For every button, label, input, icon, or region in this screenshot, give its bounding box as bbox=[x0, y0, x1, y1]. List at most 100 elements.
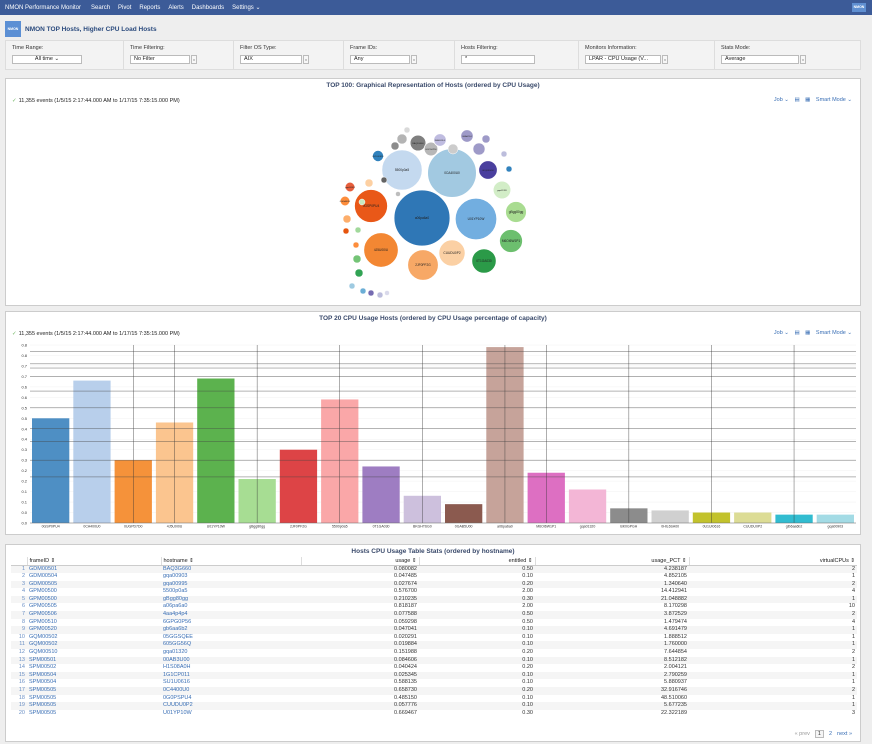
bubble[interactable] bbox=[384, 290, 390, 296]
table-row[interactable]: 5 GPM00500 gBgg80gg 0.210235 0.30 21.048882 1 bbox=[11, 595, 857, 604]
bubble[interactable] bbox=[354, 226, 362, 234]
bubble[interactable] bbox=[393, 189, 451, 247]
bar[interactable] bbox=[568, 489, 607, 523]
bubble[interactable] bbox=[471, 248, 497, 274]
row-frameid[interactable]: SPM00505 bbox=[27, 687, 161, 695]
bar-mode-menu[interactable]: Smart Mode ⌄ bbox=[815, 330, 852, 336]
bar[interactable] bbox=[651, 510, 689, 523]
row-frameid[interactable]: GDM00504 bbox=[29, 573, 58, 580]
bubble[interactable] bbox=[371, 150, 384, 163]
bubble[interactable] bbox=[352, 241, 360, 249]
bubble[interactable] bbox=[403, 126, 411, 134]
print-icon[interactable]: ▤ bbox=[794, 330, 800, 336]
page-2-link[interactable]: 2 bbox=[828, 731, 833, 737]
bubble[interactable] bbox=[499, 229, 523, 253]
table-row[interactable]: 17 SPM00505 0C4400U0 0.658730 0.20 32.916746 2 bbox=[11, 687, 857, 695]
row-hostname[interactable]: gqa00995 bbox=[161, 580, 301, 589]
table-row[interactable]: 20 SPM00505 U01YP10W 0.669467 0.30 22.322189 3 bbox=[11, 710, 857, 718]
row-frameid[interactable]: GQM00510 bbox=[29, 649, 58, 656]
row-hostname[interactable]: 6GPG0P56 bbox=[163, 618, 192, 625]
row-frameid[interactable]: GPM00510 bbox=[29, 618, 57, 625]
nav-dashboards[interactable]: Dashboards bbox=[191, 4, 225, 11]
col-usage-pct[interactable]: usage_PCT ⇕ bbox=[535, 557, 690, 566]
hosts-filtering-input[interactable]: * bbox=[461, 55, 535, 64]
bubble[interactable] bbox=[381, 149, 423, 191]
bar[interactable] bbox=[279, 449, 318, 523]
row-hostname[interactable]: BAQ3G660 bbox=[161, 565, 301, 574]
row-frameid[interactable]: SPM00504 bbox=[29, 679, 57, 686]
row-hostname[interactable]: H1S08A0H bbox=[163, 664, 191, 671]
stats-mode-select[interactable]: Average bbox=[721, 55, 799, 64]
next-page-link[interactable]: next » bbox=[837, 731, 852, 737]
table-row[interactable]: 11 GQM00502 605GG56Q 0.019884 0.10 1.760000 1 bbox=[11, 641, 857, 650]
table-row[interactable]: 2 GDM00504 gqa00903 0.047485 0.10 4.852105 1 bbox=[11, 573, 857, 581]
os-type-clear-icon[interactable]: x bbox=[303, 55, 309, 64]
row-frameid[interactable]: SPM00505 bbox=[29, 694, 57, 701]
row-frameid[interactable]: SPM00502 bbox=[29, 664, 57, 671]
export-icon[interactable]: ▦ bbox=[805, 97, 811, 103]
frame-ids-select[interactable]: Any bbox=[350, 55, 410, 64]
bubble[interactable] bbox=[396, 133, 408, 145]
row-frameid[interactable]: GPM00520 bbox=[27, 626, 161, 634]
bubble[interactable] bbox=[364, 178, 374, 188]
table-row[interactable]: 15 SPM00504 1G1CP011 0.025345 0.10 2.790259 1 bbox=[11, 671, 857, 680]
row-hostname[interactable]: 1G1CP011 bbox=[161, 671, 301, 680]
table-row[interactable]: 14 SPM00502 H1S08A0H 0.040424 0.20 2.004121 2 bbox=[11, 664, 857, 672]
table-row[interactable]: 4 GPM00500 5500p0a5 0.576700 2.00 14.412941 4 bbox=[11, 588, 857, 596]
bubble[interactable] bbox=[354, 268, 364, 278]
row-frameid[interactable]: SPM00504 bbox=[27, 671, 161, 680]
col-entitled[interactable]: entitled ⇕ bbox=[419, 557, 536, 566]
row-hostname[interactable]: SU1U0616 bbox=[163, 679, 190, 686]
bubble[interactable] bbox=[505, 201, 527, 223]
bubble[interactable] bbox=[363, 232, 399, 268]
row-hostname[interactable]: 605GG56Q bbox=[161, 641, 301, 650]
nav-brand[interactable]: NMON Performance Monitor bbox=[5, 4, 82, 11]
bubble[interactable] bbox=[367, 289, 375, 297]
bubble[interactable] bbox=[380, 176, 388, 184]
row-hostname[interactable]: U01YP10W bbox=[163, 709, 192, 716]
row-hostname[interactable]: 4aa4p4p4 bbox=[161, 611, 301, 619]
page-1-link[interactable]: 1 bbox=[814, 730, 824, 738]
bar[interactable] bbox=[32, 418, 70, 523]
nav-settings[interactable]: Settings ⌄ bbox=[232, 5, 261, 11]
table-row[interactable]: 12 GQM00510 gqa01320 0.151988 0.20 7.644854 2 bbox=[11, 649, 857, 657]
row-frameid[interactable]: GQM00502 bbox=[27, 641, 161, 650]
row-hostname[interactable]: 5500p0a5 bbox=[163, 588, 188, 595]
col-usage[interactable]: usage ⇕ bbox=[301, 557, 420, 566]
bubble[interactable] bbox=[454, 197, 498, 241]
table-row[interactable]: 6 GPM00505 a06pa6a0 0.818187 2.00 8.170298 10 bbox=[11, 603, 857, 611]
row-hostname[interactable]: gqa01320 bbox=[163, 649, 188, 656]
bubble[interactable] bbox=[500, 150, 508, 158]
row-hostname[interactable]: 05GGSQEE bbox=[163, 633, 193, 640]
bubble-job-menu[interactable]: Job ⌄ bbox=[773, 97, 789, 103]
row-frameid[interactable]: GPM00500 bbox=[27, 595, 161, 604]
bubble[interactable] bbox=[376, 291, 384, 299]
bubble[interactable] bbox=[359, 287, 367, 295]
bubble[interactable] bbox=[342, 214, 352, 224]
row-frameid[interactable]: SPM00505 bbox=[27, 702, 161, 710]
bubble[interactable] bbox=[358, 198, 366, 206]
frame-ids-clear-icon[interactable]: x bbox=[411, 55, 417, 64]
table-row[interactable]: 3 GDM00505 gqa00995 0.027674 0.20 1.340640 2 bbox=[11, 580, 857, 589]
bubble[interactable] bbox=[409, 134, 427, 152]
bubble[interactable] bbox=[438, 239, 466, 267]
bubble[interactable] bbox=[344, 181, 356, 193]
row-frameid[interactable]: GPM00500 bbox=[29, 588, 57, 595]
col-virtualcpus[interactable]: virtualCPUs ⇕ bbox=[689, 557, 857, 566]
col-hostname[interactable]: hostname ⇕ bbox=[161, 557, 302, 566]
bubble[interactable] bbox=[354, 189, 388, 223]
bar[interactable] bbox=[197, 378, 235, 523]
table-row[interactable]: 1 GDM00501 BAQ3G660 0.080082 0.50 4.238187 2 bbox=[11, 565, 857, 574]
bubble[interactable] bbox=[342, 227, 350, 235]
row-hostname[interactable]: 00AB3U00 bbox=[161, 656, 301, 665]
row-frameid[interactable]: GPM00506 bbox=[27, 611, 161, 619]
bubble[interactable] bbox=[390, 141, 400, 151]
os-type-select[interactable]: AIX bbox=[240, 55, 302, 64]
print-icon[interactable]: ▤ bbox=[794, 97, 800, 103]
table-row[interactable]: 18 SPM00505 0G0PSPU4 0.485150 0.10 48.510060 1 bbox=[11, 695, 857, 703]
nav-alerts[interactable]: Alerts bbox=[168, 4, 184, 11]
bubble[interactable] bbox=[492, 180, 512, 200]
row-hostname[interactable]: a06pa6a0 bbox=[163, 603, 188, 610]
table-row[interactable]: 7 GPM00506 4aa4p4p4 0.077588 0.50 3.872529 2 bbox=[11, 611, 857, 619]
row-hostname[interactable]: 0G0PSPU4 bbox=[163, 694, 192, 701]
